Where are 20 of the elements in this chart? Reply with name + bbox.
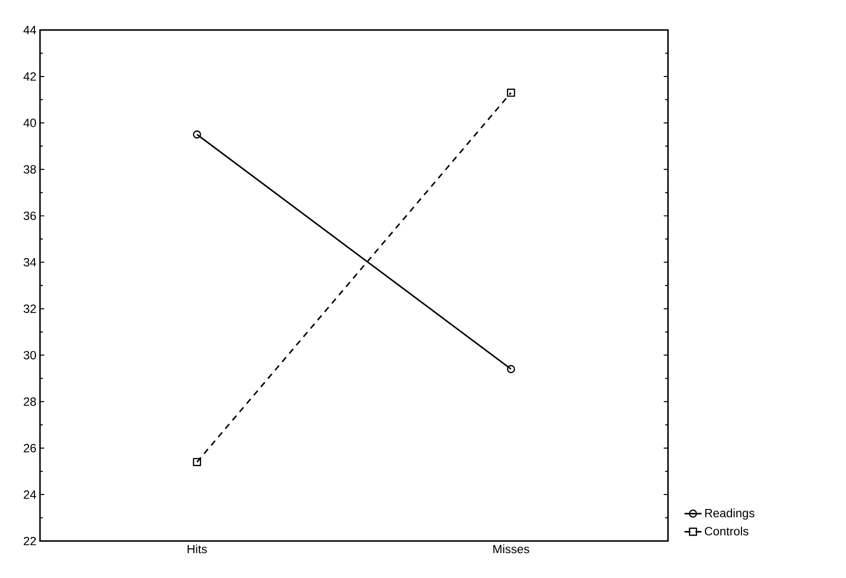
- y-tick-label: 30: [24, 350, 36, 360]
- y-tick-label: 42: [23, 72, 36, 81]
- legend-label: Readings: [705, 508, 754, 520]
- y-tick-label: 24: [24, 490, 36, 499]
- y-tick-label: 44: [23, 26, 36, 34]
- y-tick-label: 36: [24, 212, 36, 220]
- y-tick-label: 28: [24, 397, 36, 406]
- x-tick-label: Hits: [188, 544, 207, 554]
- x-tick-label: Misses: [493, 544, 530, 554]
- point: [192, 458, 202, 466]
- point: [506, 88, 516, 97]
- y-tick-label: 32: [24, 304, 36, 313]
- y-tick-label: 26: [24, 444, 36, 452]
- y-tick-label: 38: [24, 165, 36, 174]
- point: [192, 130, 202, 139]
- y-tick-label: 34: [24, 258, 36, 266]
- y-tick-label: 40: [23, 118, 36, 128]
- y-tick-label: 22: [24, 536, 36, 546]
- point: [506, 365, 516, 374]
- legend-label: Controls: [704, 526, 748, 536]
